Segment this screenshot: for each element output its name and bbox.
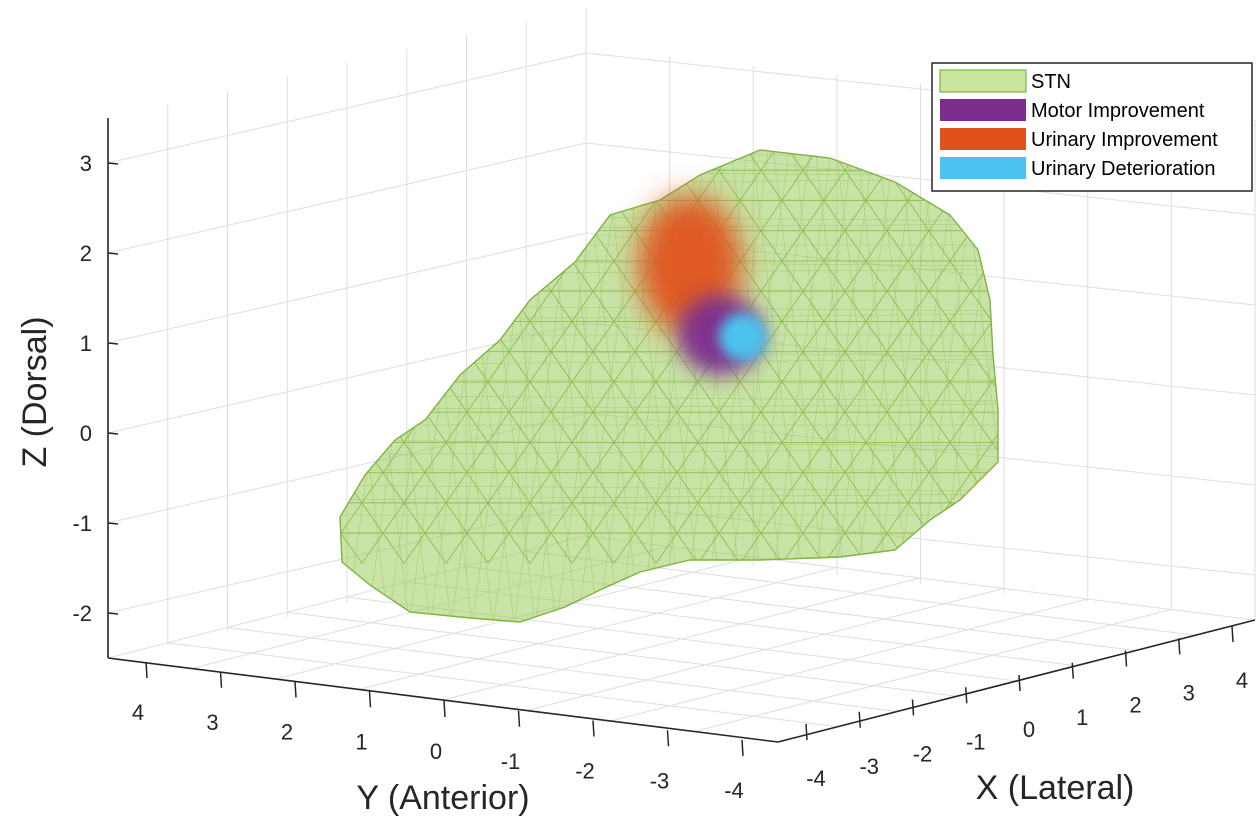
z-tick-mark: [107, 252, 119, 255]
x-tick-label: 0: [1023, 717, 1035, 742]
y-tick-label: 3: [206, 710, 218, 735]
x-tick-mark: [1124, 650, 1128, 667]
x-tick-label: 3: [1183, 680, 1195, 705]
y-tick-mark: [517, 710, 521, 727]
wall-grid-line: [107, 52, 587, 164]
y-axis-line: [107, 657, 779, 743]
x-tick-mark: [1178, 638, 1181, 655]
axes-frame: [107, 118, 1256, 743]
z-tick-label: 1: [80, 331, 92, 356]
legend-swatch: [940, 99, 1026, 121]
legend-label: Urinary Deterioration: [1031, 158, 1216, 180]
x-tick-label: -1: [966, 729, 986, 754]
y-tick-label: -4: [724, 778, 744, 803]
tick-labels: 3 2 1 0 -1 -2 4 3 2 1 0 -1 -2 -3 -4 -4 -3 -2 -1 0 1 2 3 4: [72, 151, 1248, 803]
x-tick-label: 2: [1129, 693, 1141, 718]
y-tick-mark: [443, 700, 446, 718]
wall-grid-line: [585, 142, 1256, 216]
z-tick-mark: [107, 522, 119, 525]
x-tick-label: 1: [1076, 705, 1088, 730]
y-tick-label: -1: [501, 749, 521, 774]
legend: STN Motor Improvement Urinary Improvement U…: [931, 62, 1253, 192]
x-axis-line: [777, 619, 1256, 743]
floor-grid-line: [610, 598, 1088, 722]
y-axis-label: Y (Anterior): [356, 779, 529, 817]
activation-blobs: [638, 195, 767, 375]
x-axis-label: X (Lateral): [976, 769, 1135, 807]
y-tick-mark: [592, 720, 595, 737]
y-tick-label: 0: [430, 739, 442, 764]
z-tick-label: 3: [80, 151, 92, 176]
legend-label: Motor Improvement: [1031, 100, 1205, 122]
x-tick-mark: [1071, 662, 1074, 679]
y-tick-mark: [368, 691, 372, 708]
z-tick-label: 2: [80, 241, 92, 266]
z-tick-mark: [107, 162, 119, 165]
z-tick-mark: [107, 342, 119, 345]
y-tick-mark: [294, 681, 297, 698]
stn-mesh: [339, 149, 999, 623]
y-tick-mark: [666, 730, 670, 747]
x-tick-mark: [1018, 674, 1021, 692]
urinary-deterioration-blob: [719, 313, 767, 361]
legend-swatch: [940, 128, 1026, 150]
z-tick-mark: [107, 612, 119, 615]
x-tick-mark: [858, 711, 861, 728]
legend-label: Urinary Improvement: [1031, 129, 1218, 151]
floor-grid-line: [526, 588, 1004, 711]
x-tick-label: 4: [1236, 668, 1248, 693]
z-axis-label: Z (Dorsal): [16, 316, 54, 467]
legend-label: STN: [1031, 71, 1071, 93]
x-tick-mark: [965, 687, 968, 704]
x-tick-mark: [911, 699, 915, 716]
x-tick-label: -3: [859, 754, 879, 779]
y-tick-label: -2: [575, 759, 595, 784]
legend-swatch: [939, 69, 1027, 93]
y-tick-label: -3: [650, 768, 670, 793]
y-tick-label: 2: [281, 720, 293, 745]
stn-surface: [339, 149, 999, 623]
z-tick-label: -2: [72, 601, 92, 626]
floor-grid-line: [694, 609, 1172, 732]
x-tick-label: -4: [806, 766, 826, 791]
y-tick-label: 4: [132, 700, 144, 725]
z-tick-label: -1: [72, 511, 92, 536]
y-tick-label: 1: [355, 729, 367, 754]
x-tick-label: -2: [913, 742, 933, 767]
wall-grid-line: [107, 142, 587, 254]
z-tick-label: 0: [80, 421, 92, 446]
y-tick-mark: [145, 661, 148, 679]
y-tick-mark: [741, 739, 744, 757]
legend-swatch: [940, 157, 1026, 179]
wall-grid-line: [107, 232, 587, 344]
y-tick-mark: [219, 671, 223, 688]
x-tick-mark: [805, 723, 808, 741]
z-tick-mark: [107, 432, 119, 435]
x-tick-mark: [1231, 625, 1234, 643]
